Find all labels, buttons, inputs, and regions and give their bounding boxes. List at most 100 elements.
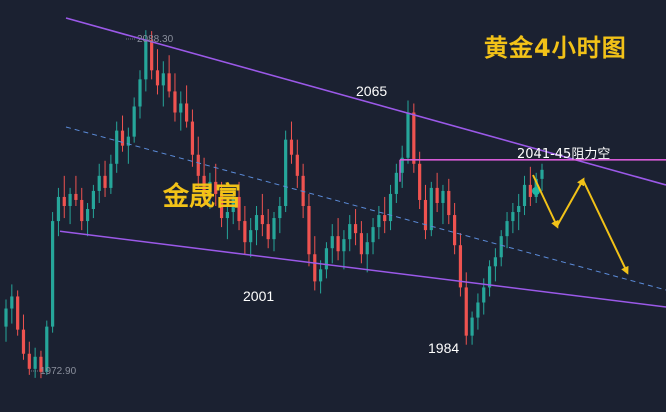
candle-body [243, 221, 247, 243]
forecast-arrow-1 [532, 174, 559, 229]
candle-body [10, 296, 14, 309]
candle-body [155, 70, 160, 86]
candle-body [231, 196, 235, 213]
channel-lower-line [59, 230, 666, 308]
candle-body [115, 130, 119, 164]
channel-midline [65, 126, 666, 291]
candle-body [319, 269, 323, 282]
price-label-high: 2088.30 [137, 34, 174, 45]
candle-body [330, 236, 334, 249]
candle-body [499, 236, 503, 258]
chart-title: 黄金4小时图 [484, 34, 627, 62]
candle-body [342, 239, 346, 252]
candle-body [453, 215, 457, 246]
candle-body [51, 221, 55, 327]
forecast-arrows-layer [532, 174, 629, 275]
candle-body [493, 257, 497, 267]
candle-body [511, 212, 515, 222]
candle-body [429, 187, 433, 231]
candle-body [196, 154, 200, 176]
candle-body [458, 245, 463, 288]
candle-body [185, 103, 189, 122]
candle-body [540, 169, 544, 179]
candle-body [62, 196, 66, 206]
forecast-arrow-2 [556, 177, 585, 227]
candle-body [289, 139, 294, 155]
candle-body [336, 236, 340, 252]
candle-body [33, 356, 37, 369]
candle-body [254, 215, 259, 231]
candle-body [80, 199, 84, 222]
candle-body [68, 193, 72, 206]
candle-body [353, 224, 358, 234]
current-price-dot [532, 187, 540, 195]
candle-body [487, 266, 492, 288]
candle-body [21, 329, 26, 354]
candle-body [219, 193, 224, 219]
forecast-arrow-3 [582, 179, 629, 275]
candle-body [505, 221, 509, 237]
candle-body [307, 206, 311, 255]
candle-body [214, 181, 218, 194]
candle-body [517, 206, 521, 213]
candle-body [371, 227, 375, 243]
candle-body [167, 73, 171, 92]
labels-layer: 2088.30 1972.90 2065 2001 1984 2041-45阻力空 [31, 34, 610, 377]
annotation-resistance: 2041-45阻力空 [517, 147, 610, 162]
candle-body [260, 215, 264, 225]
candle-body [377, 215, 381, 228]
candle-body [394, 172, 398, 194]
candle-body [423, 199, 428, 231]
candle-body [447, 190, 451, 216]
candle-body [359, 233, 363, 255]
candle-body [4, 308, 8, 327]
candle-body [179, 103, 183, 113]
candle-body [150, 40, 154, 71]
candle-body [383, 215, 387, 222]
candle-body [365, 242, 369, 255]
candle-body [225, 212, 229, 219]
candle-body [16, 296, 20, 330]
candle-body [435, 187, 439, 203]
candle-body [208, 181, 212, 197]
candle-body [103, 175, 107, 188]
candle-body [173, 91, 177, 113]
candle-body [313, 254, 317, 282]
candle-body [324, 248, 329, 270]
candle-body [249, 230, 253, 243]
candle-body [39, 356, 43, 372]
candle-body [266, 224, 270, 240]
candle-body [120, 130, 125, 146]
candle-body [91, 190, 95, 210]
candle-body [348, 224, 352, 240]
candle-body [237, 196, 241, 222]
candle-body [109, 163, 113, 188]
candle-body [464, 287, 468, 336]
candle-body [295, 154, 299, 176]
candle-body [482, 287, 486, 303]
candle-body [400, 157, 404, 173]
annotation-1984: 1984 [428, 340, 459, 356]
trendlines-layer [59, 17, 666, 308]
candle-body [56, 196, 61, 222]
candle-body [412, 112, 416, 164]
candles-layer [4, 30, 544, 379]
candle-body [97, 175, 101, 191]
candle-body [284, 139, 288, 206]
candle-body [45, 326, 49, 372]
candle-body [470, 317, 474, 336]
watermark: 金晟富 [163, 182, 242, 212]
candle-body [202, 175, 206, 197]
candle-body [476, 302, 480, 318]
candle-body [406, 112, 410, 158]
candle-body [528, 184, 532, 197]
channel-upper-line [65, 17, 666, 186]
price-label-low: 1972.90 [40, 366, 77, 377]
candle-body [126, 136, 130, 146]
candle-body [138, 79, 142, 107]
candle-body [388, 193, 393, 222]
candle-body [144, 40, 148, 80]
candle-body [278, 206, 282, 219]
